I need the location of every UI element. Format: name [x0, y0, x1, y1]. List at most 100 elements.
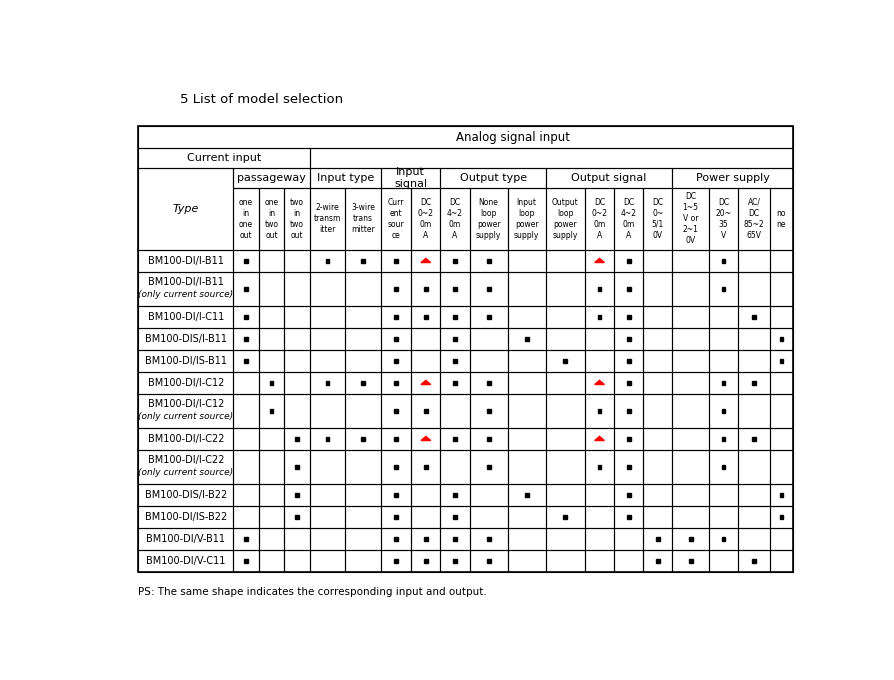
Text: BM100-DI/IS-B22: BM100-DI/IS-B22: [145, 512, 227, 522]
Bar: [613, 506, 643, 528]
Bar: [769, 394, 792, 428]
Text: Input type: Input type: [316, 173, 374, 183]
Bar: [486, 287, 490, 290]
Bar: [440, 549, 469, 572]
Text: BM100-DI/IS-B11: BM100-DI/IS-B11: [145, 356, 226, 366]
Bar: [613, 372, 643, 394]
Bar: [469, 372, 507, 394]
Text: BM100-DI/V-B11: BM100-DI/V-B11: [147, 534, 225, 544]
Bar: [244, 537, 248, 541]
Bar: [345, 528, 380, 549]
Bar: [452, 287, 456, 290]
Bar: [671, 528, 708, 549]
Bar: [545, 428, 585, 449]
Bar: [738, 372, 769, 394]
Text: BM100-DI/I-C22: BM100-DI/I-C22: [148, 434, 224, 443]
Bar: [138, 328, 233, 350]
Bar: [424, 287, 427, 290]
Bar: [393, 337, 398, 341]
Polygon shape: [594, 380, 603, 384]
Bar: [440, 372, 469, 394]
Bar: [545, 350, 585, 372]
Bar: [258, 394, 284, 428]
Bar: [626, 437, 630, 441]
Bar: [138, 549, 233, 572]
Text: None
loop
power
supply: None loop power supply: [476, 198, 501, 240]
Bar: [233, 328, 258, 350]
Bar: [309, 483, 345, 506]
Bar: [345, 428, 380, 449]
Bar: [469, 549, 507, 572]
Bar: [411, 528, 440, 549]
Bar: [486, 437, 490, 441]
Bar: [626, 381, 630, 385]
Text: no
ne: no ne: [776, 209, 785, 229]
Bar: [708, 188, 738, 250]
Bar: [708, 306, 738, 328]
Bar: [411, 483, 440, 506]
Bar: [643, 306, 671, 328]
Bar: [779, 515, 782, 519]
Bar: [411, 188, 440, 250]
Bar: [751, 315, 755, 319]
Bar: [244, 359, 248, 362]
Bar: [393, 359, 398, 362]
Bar: [411, 394, 440, 428]
Bar: [233, 372, 258, 394]
Bar: [452, 437, 456, 441]
Text: DC
0~2
0m
A: DC 0~2 0m A: [591, 198, 607, 240]
Bar: [545, 250, 585, 272]
Text: BM100-DI/I-C12: BM100-DI/I-C12: [148, 377, 224, 388]
Bar: [643, 506, 671, 528]
Bar: [309, 168, 380, 188]
Text: 5 List of model selection: 5 List of model selection: [180, 93, 342, 107]
Bar: [738, 549, 769, 572]
Bar: [295, 437, 299, 441]
Bar: [380, 168, 440, 188]
Bar: [721, 465, 725, 469]
Bar: [738, 506, 769, 528]
Bar: [626, 315, 630, 319]
Bar: [688, 537, 692, 541]
Bar: [360, 437, 365, 441]
Bar: [440, 483, 469, 506]
Bar: [233, 168, 309, 188]
Text: BM100-DI/I-B11: BM100-DI/I-B11: [148, 256, 224, 266]
Bar: [545, 272, 585, 306]
Bar: [738, 394, 769, 428]
Bar: [469, 483, 507, 506]
Bar: [258, 328, 284, 350]
Text: Output type: Output type: [459, 173, 526, 183]
Bar: [233, 188, 258, 250]
Text: 3-wire
trans
mitter: 3-wire trans mitter: [350, 203, 375, 235]
Bar: [325, 259, 329, 262]
Bar: [469, 506, 507, 528]
Bar: [309, 272, 345, 306]
Bar: [671, 188, 708, 250]
Bar: [138, 168, 233, 250]
Text: Output signal: Output signal: [570, 173, 646, 183]
Bar: [440, 506, 469, 528]
Bar: [309, 188, 345, 250]
Bar: [138, 394, 233, 428]
Bar: [424, 559, 427, 562]
Bar: [284, 528, 309, 549]
Bar: [626, 287, 630, 290]
Bar: [643, 350, 671, 372]
Bar: [138, 272, 233, 306]
Bar: [626, 359, 630, 362]
Bar: [380, 428, 411, 449]
Bar: [452, 315, 456, 319]
Bar: [507, 528, 545, 549]
Bar: [585, 506, 613, 528]
Bar: [643, 328, 671, 350]
Bar: [393, 465, 398, 469]
Bar: [671, 168, 792, 188]
Bar: [258, 272, 284, 306]
Bar: [284, 428, 309, 449]
Polygon shape: [594, 437, 603, 441]
Bar: [345, 549, 380, 572]
Bar: [138, 528, 233, 549]
Bar: [138, 126, 792, 148]
Bar: [380, 506, 411, 528]
